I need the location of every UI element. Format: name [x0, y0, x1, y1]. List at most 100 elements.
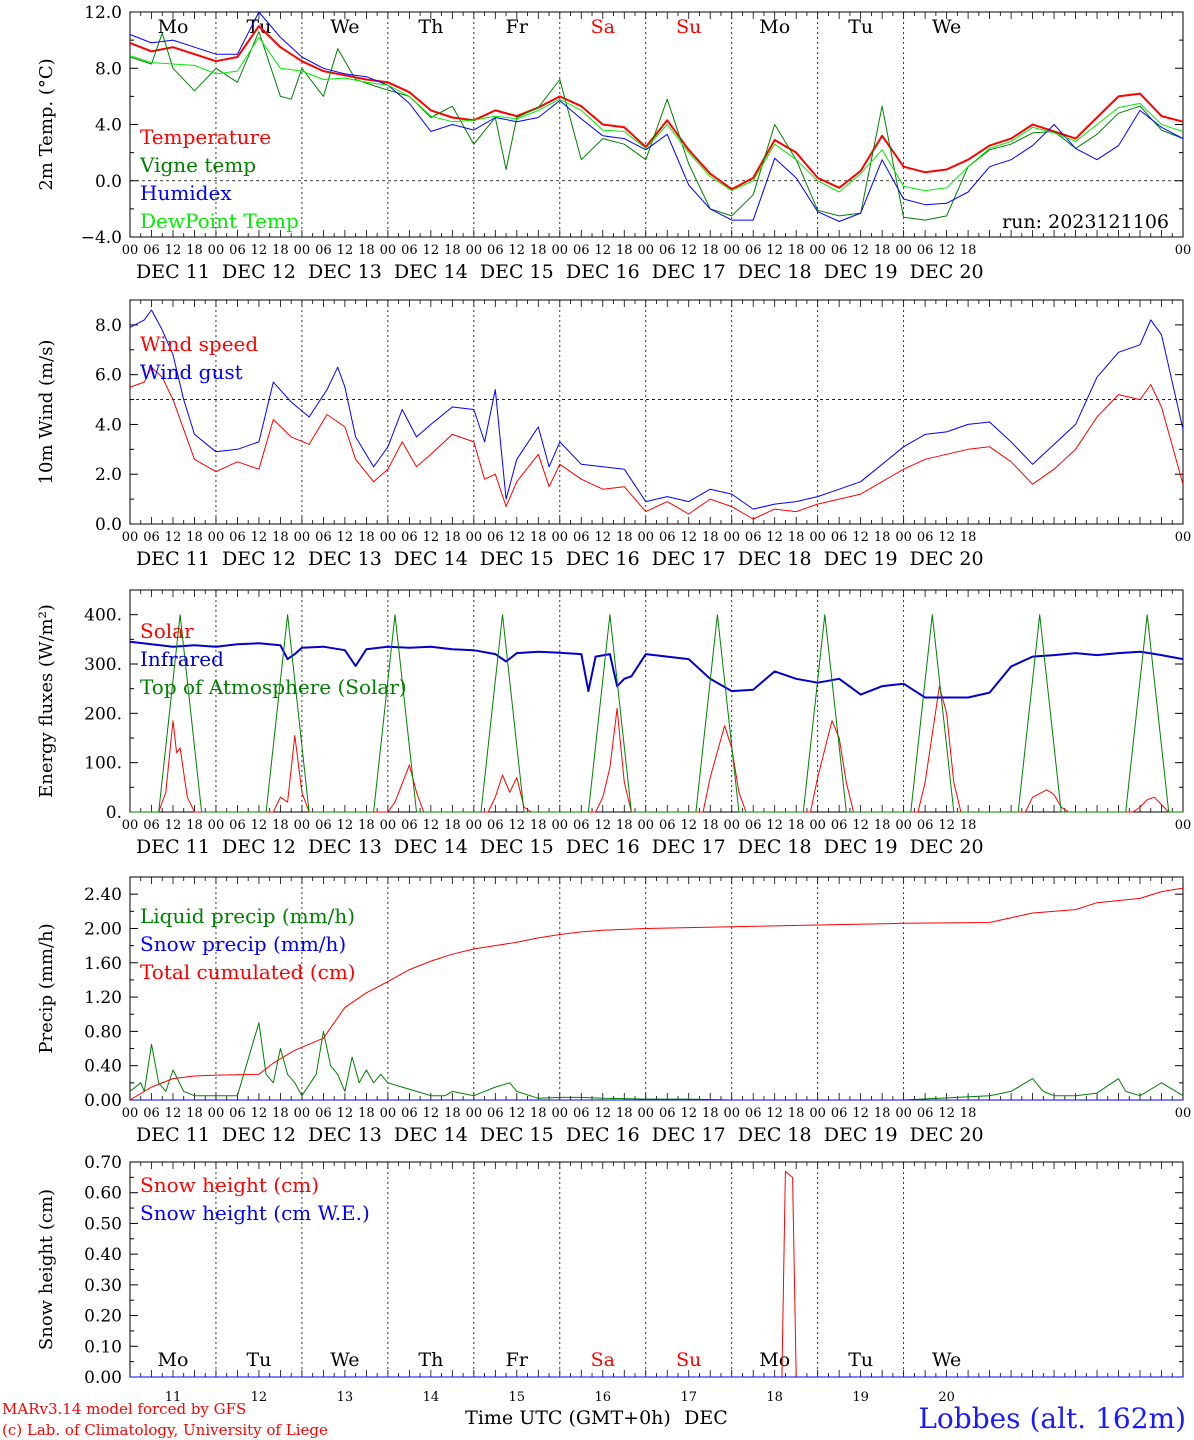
y-tick-label: 2.40 — [84, 885, 122, 905]
legend-entry: Infrared — [140, 647, 224, 671]
hour-tick-label: 18 — [186, 818, 203, 833]
hour-tick-label: 18 — [960, 530, 977, 545]
hour-tick-label: 00 — [122, 243, 139, 258]
hour-tick-label: 00 — [1175, 818, 1192, 833]
hour-tick-label: 18 — [186, 530, 203, 545]
hour-tick-label: 06 — [659, 243, 676, 258]
hour-tick-label: 12 — [766, 530, 783, 545]
day-label: Tu — [848, 1349, 873, 1371]
y-tick-label: 2.0 — [95, 465, 122, 485]
y-tick-label: 8.0 — [95, 59, 122, 79]
y-tick-label: 0.40 — [84, 1245, 122, 1265]
date-label: DEC 18 — [738, 261, 812, 283]
date-label: DEC 17 — [652, 836, 726, 858]
hour-tick-label: 12 — [938, 1106, 955, 1121]
hour-tick-label: 18 — [272, 530, 289, 545]
hour-tick-label: 12 — [337, 530, 354, 545]
hour-tick-label: 18 — [358, 530, 375, 545]
hour-tick-label: 00 — [380, 530, 397, 545]
date-label: DEC 13 — [308, 548, 382, 570]
hour-tick-label: 06 — [143, 243, 160, 258]
hour-tick-label: 00 — [809, 530, 826, 545]
y-tick-label: 0.80 — [84, 1022, 122, 1042]
series-line — [129, 640, 1184, 699]
date-label: DEC 18 — [738, 1124, 812, 1146]
hour-tick-label: 18 — [874, 243, 891, 258]
day-label: Mo — [759, 16, 790, 38]
series-line — [129, 31, 1184, 221]
hour-tick-label: 18 — [272, 243, 289, 258]
run-annotation: run: 2023121106 — [1002, 211, 1169, 233]
hour-tick-label: 12 — [337, 1106, 354, 1121]
date-label: DEC 20 — [910, 548, 984, 570]
date-label: DEC 12 — [222, 261, 296, 283]
hour-tick-label: 00 — [723, 818, 740, 833]
hour-tick-label: 06 — [573, 530, 590, 545]
y-tick-label: 300. — [84, 655, 122, 675]
date-label: DEC 15 — [480, 1124, 554, 1146]
hour-tick-label: 06 — [229, 243, 246, 258]
y-axis-label: 10m Wind (m/s) — [36, 340, 57, 485]
hour-tick-label: 00 — [552, 243, 569, 258]
hour-tick-label: 00 — [466, 1106, 483, 1121]
series-line — [129, 366, 1184, 520]
day-label: Fr — [506, 1349, 529, 1371]
legend-entry: Snow precip (mm/h) — [140, 932, 346, 956]
hour-tick-label: 18 — [788, 243, 805, 258]
day-number-label: 14 — [423, 1390, 440, 1405]
date-label: DEC 16 — [566, 1124, 640, 1146]
day-label: Tu — [848, 16, 873, 38]
series-line — [129, 1022, 1184, 1101]
hour-tick-label: 00 — [294, 818, 311, 833]
hour-tick-label: 18 — [272, 818, 289, 833]
hour-tick-label: 06 — [315, 243, 332, 258]
hour-tick-label: 18 — [444, 243, 461, 258]
hour-tick-label: 12 — [938, 818, 955, 833]
date-label: DEC 20 — [910, 1124, 984, 1146]
date-label: DEC 14 — [394, 548, 468, 570]
x-axis-label: Time UTC (GMT+0h) — [465, 1407, 671, 1429]
hour-tick-label: 12 — [509, 818, 526, 833]
y-tick-label: 4.0 — [95, 415, 122, 435]
hour-tick-label: 00 — [208, 530, 225, 545]
date-label: DEC 18 — [738, 548, 812, 570]
date-label: DEC 16 — [566, 836, 640, 858]
hour-tick-label: 18 — [874, 1106, 891, 1121]
hour-tick-label: 18 — [616, 530, 633, 545]
hour-tick-label: 00 — [380, 818, 397, 833]
hour-tick-label: 06 — [401, 530, 418, 545]
day-label: Fr — [506, 16, 529, 38]
y-tick-label: 0. — [106, 803, 122, 823]
hour-tick-label: 12 — [595, 818, 612, 833]
day-label: We — [330, 16, 359, 38]
day-number-label: 16 — [595, 1390, 612, 1405]
day-label: Sa — [591, 1349, 615, 1371]
hour-tick-label: 18 — [530, 530, 547, 545]
hour-tick-label: 00 — [723, 243, 740, 258]
day-label: We — [932, 1349, 961, 1371]
hour-tick-label: 12 — [165, 243, 182, 258]
date-label: DEC 17 — [652, 261, 726, 283]
y-tick-label: 0.0 — [95, 515, 122, 535]
hour-tick-label: 18 — [358, 243, 375, 258]
hour-tick-label: 00 — [380, 1106, 397, 1121]
hour-tick-label: 00 — [208, 243, 225, 258]
hour-tick-label: 06 — [659, 1106, 676, 1121]
hour-tick-label: 18 — [702, 530, 719, 545]
day-label: Su — [676, 16, 701, 38]
date-label: DEC 12 — [222, 836, 296, 858]
hour-tick-label: 00 — [294, 243, 311, 258]
hour-tick-label: 06 — [917, 243, 934, 258]
hour-tick-label: 06 — [573, 1106, 590, 1121]
panel-3: 0. 100. 200. 300. 400. Energy fluxes (W/m²) 00… — [36, 589, 1192, 858]
legend-entry: Solar — [140, 619, 194, 643]
hour-tick-label: 12 — [165, 530, 182, 545]
day-number-label: 11 — [165, 1390, 182, 1405]
hour-tick-label: 18 — [788, 530, 805, 545]
y-axis-label: 2m Temp. (°C) — [36, 58, 57, 190]
y-tick-label: 0.60 — [84, 1184, 122, 1204]
hour-tick-label: 00 — [895, 818, 912, 833]
hour-tick-label: 00 — [637, 1106, 654, 1121]
y-tick-label: 8.0 — [95, 316, 122, 336]
